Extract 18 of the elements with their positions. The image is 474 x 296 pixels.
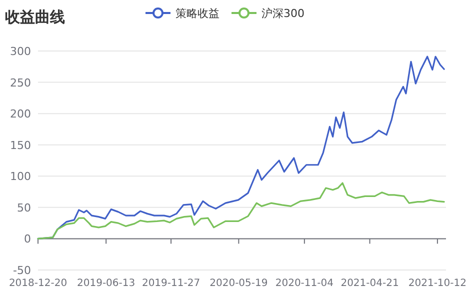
x-tick-label: 2018-12-20 xyxy=(8,278,68,289)
legend-label: 策略收益 xyxy=(176,7,220,20)
y-tick-label: 50 xyxy=(17,201,31,214)
y-tick-label: 250 xyxy=(10,76,31,90)
x-tick-label: 2020-11-04 xyxy=(275,278,334,289)
y-tick-label: 0 xyxy=(24,232,31,246)
x-tick-label: 2019-11-27 xyxy=(142,278,200,289)
y-tick-label: 200 xyxy=(10,108,31,121)
x-tick-label: 2020-05-19 xyxy=(210,278,268,289)
x-tick-label: 2019-06-13 xyxy=(77,278,136,289)
x-tick-label: 2021-04-21 xyxy=(340,278,399,289)
y-tick-label: -50 xyxy=(13,264,31,277)
chart-title: 收益曲线 xyxy=(5,8,65,26)
y-tick-label: 150 xyxy=(10,138,31,152)
legend-label: 沪深300 xyxy=(262,7,304,20)
x-tick-label: 2021-10-12 xyxy=(408,278,467,289)
y-tick-label: 100 xyxy=(10,170,31,184)
y-tick-label: 300 xyxy=(10,45,31,58)
